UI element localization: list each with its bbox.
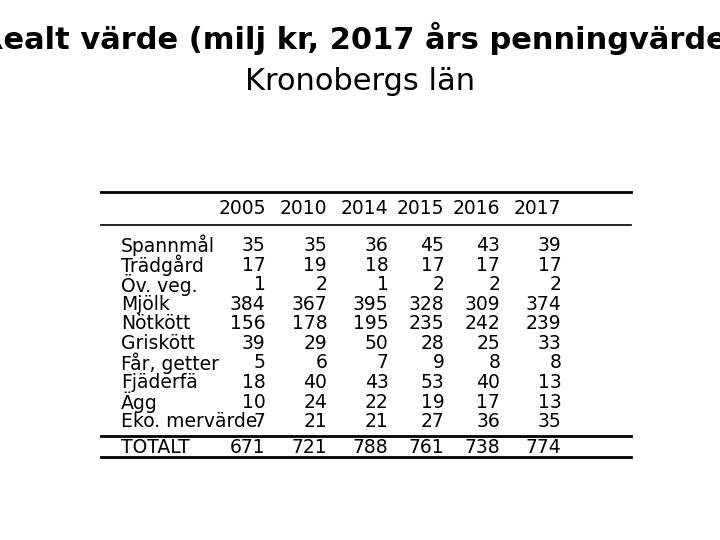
Text: 13: 13 [538,393,562,411]
Text: 1: 1 [377,275,389,294]
Text: 7: 7 [254,412,266,431]
Text: 43: 43 [364,373,389,392]
Text: 39: 39 [538,236,562,255]
Text: 13: 13 [538,373,562,392]
Text: 43: 43 [476,236,500,255]
Text: 40: 40 [303,373,327,392]
Text: 17: 17 [477,256,500,275]
Text: 33: 33 [538,334,562,353]
Text: 19: 19 [420,393,444,411]
Text: 788: 788 [353,438,389,457]
Text: 367: 367 [292,295,327,314]
Text: 40: 40 [476,373,500,392]
Text: Griskött: Griskött [121,334,194,353]
Text: 671: 671 [230,438,266,457]
Text: 156: 156 [230,314,266,333]
Text: 2014: 2014 [341,199,389,218]
Text: 395: 395 [353,295,389,314]
Text: 35: 35 [242,236,266,255]
Text: 36: 36 [477,412,500,431]
Text: Spannmål: Spannmål [121,235,215,256]
Text: 17: 17 [538,256,562,275]
Text: 2: 2 [488,275,500,294]
Text: 28: 28 [420,334,444,353]
Text: 235: 235 [409,314,444,333]
Text: 5: 5 [254,353,266,373]
Text: TOTALT: TOTALT [121,438,189,457]
Text: 2: 2 [315,275,327,294]
Text: Trädgård: Trädgård [121,254,204,276]
Text: 8: 8 [549,353,562,373]
Text: 18: 18 [365,256,389,275]
Text: 50: 50 [365,334,389,353]
Text: Mjölk: Mjölk [121,295,170,314]
Text: Öv. veg.: Öv. veg. [121,274,197,296]
Text: 774: 774 [526,438,562,457]
Text: 17: 17 [420,256,444,275]
Text: 45: 45 [420,236,444,255]
Text: 738: 738 [464,438,500,457]
Text: 328: 328 [409,295,444,314]
Text: 6: 6 [315,353,327,373]
Text: 35: 35 [538,412,562,431]
Text: 17: 17 [477,393,500,411]
Text: 2005: 2005 [218,199,266,218]
Text: 29: 29 [303,334,327,353]
Text: Eko. mervärde: Eko. mervärde [121,412,257,431]
Text: 242: 242 [464,314,500,333]
Text: 2017: 2017 [514,199,562,218]
Text: 10: 10 [242,393,266,411]
Text: 178: 178 [292,314,327,333]
Text: Nötkött: Nötkött [121,314,190,333]
Text: 35: 35 [303,236,327,255]
Text: Får, getter: Får, getter [121,352,219,374]
Text: 25: 25 [477,334,500,353]
Text: 309: 309 [464,295,500,314]
Text: 2: 2 [549,275,562,294]
Text: 27: 27 [420,412,444,431]
Text: 2015: 2015 [397,199,444,218]
Text: 19: 19 [303,256,327,275]
Text: Realt värde (milj kr, 2017 års penningvärde): Realt värde (milj kr, 2017 års penningvä… [0,22,720,55]
Text: Kronobergs län: Kronobergs län [245,68,475,97]
Text: 239: 239 [526,314,562,333]
Text: 195: 195 [353,314,389,333]
Text: 21: 21 [365,412,389,431]
Text: 22: 22 [365,393,389,411]
Text: Ägg: Ägg [121,392,158,413]
Text: 24: 24 [303,393,327,411]
Text: 2: 2 [433,275,444,294]
Text: 384: 384 [230,295,266,314]
Text: 17: 17 [242,256,266,275]
Text: 374: 374 [526,295,562,314]
Text: 8: 8 [488,353,500,373]
Text: 761: 761 [409,438,444,457]
Text: 18: 18 [242,373,266,392]
Text: 21: 21 [303,412,327,431]
Text: 36: 36 [365,236,389,255]
Text: Fjäderfä: Fjäderfä [121,373,197,392]
Text: 2010: 2010 [279,199,327,218]
Text: 721: 721 [292,438,327,457]
Text: 39: 39 [242,334,266,353]
Text: 9: 9 [433,353,444,373]
Text: 7: 7 [377,353,389,373]
Text: 53: 53 [420,373,444,392]
Text: 1: 1 [254,275,266,294]
Text: 2016: 2016 [453,199,500,218]
